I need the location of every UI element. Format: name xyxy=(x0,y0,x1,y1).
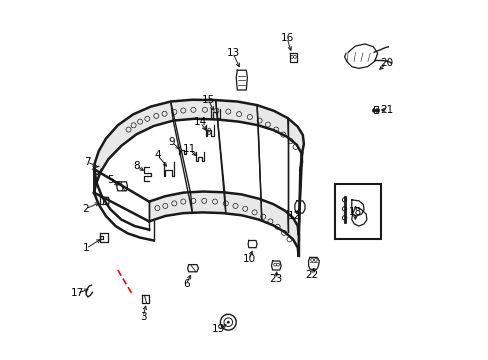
Text: 5: 5 xyxy=(107,175,114,185)
Text: 10: 10 xyxy=(242,254,255,264)
Text: 15: 15 xyxy=(202,95,215,105)
Bar xyxy=(334,184,380,239)
Text: 18: 18 xyxy=(348,207,361,217)
Text: 16: 16 xyxy=(280,33,293,43)
Text: 23: 23 xyxy=(269,274,282,284)
Text: 3: 3 xyxy=(140,312,146,322)
Text: 11: 11 xyxy=(183,144,196,154)
Circle shape xyxy=(226,321,229,324)
Text: 13: 13 xyxy=(226,48,239,58)
Text: 20: 20 xyxy=(379,58,392,68)
Text: 19: 19 xyxy=(211,324,225,334)
Text: 9: 9 xyxy=(168,137,175,147)
Text: 17: 17 xyxy=(70,288,83,298)
Text: 14: 14 xyxy=(194,117,207,127)
Text: 21: 21 xyxy=(379,105,392,115)
Polygon shape xyxy=(94,100,303,193)
Text: 22: 22 xyxy=(305,270,318,280)
Text: 8: 8 xyxy=(133,161,140,171)
Polygon shape xyxy=(149,192,298,256)
Text: 1: 1 xyxy=(82,243,89,253)
Text: 7: 7 xyxy=(84,157,90,167)
Text: 4: 4 xyxy=(154,150,161,160)
Text: 12: 12 xyxy=(288,211,301,221)
Text: 6: 6 xyxy=(183,279,189,289)
Bar xyxy=(373,106,378,113)
Text: 2: 2 xyxy=(82,204,88,214)
